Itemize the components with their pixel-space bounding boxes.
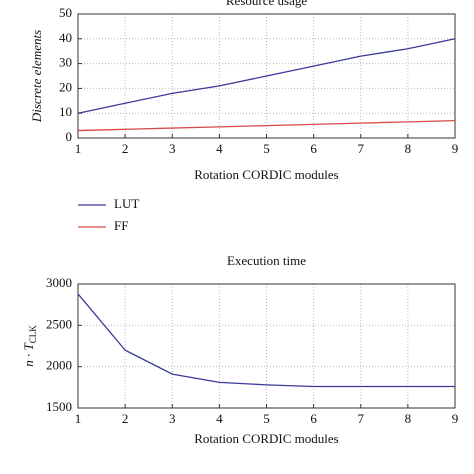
y-tick-label: 40 <box>59 30 72 45</box>
x-tick-label: 3 <box>169 141 176 156</box>
y-tick-label: 10 <box>59 104 72 119</box>
y-axis-label: Discrete elements <box>29 30 44 123</box>
x-tick-label: 6 <box>310 141 317 156</box>
data-line <box>77 38 456 114</box>
x-tick-label: 6 <box>310 411 317 426</box>
x-tick-label: 2 <box>122 411 129 426</box>
x-tick-label: 8 <box>405 411 412 426</box>
x-tick-label: 1 <box>75 411 82 426</box>
y-axis-label-main: Discrete elements <box>29 30 44 123</box>
x-tick-label: 2 <box>122 141 129 156</box>
x-tick-label: 7 <box>358 411 365 426</box>
x-tick-label: 4 <box>216 141 223 156</box>
y-axis-label-sub: CLK <box>28 325 38 344</box>
plot-frame <box>77 283 456 409</box>
x-axis-label: Rotation CORDIC modules <box>194 167 338 182</box>
legend-label: FF <box>114 218 128 233</box>
x-tick-label: 3 <box>169 411 176 426</box>
y-tick-label: 50 <box>59 5 72 20</box>
data-line <box>77 293 455 388</box>
y-tick-label: 0 <box>66 129 73 144</box>
y-tick-label: 3000 <box>46 275 72 290</box>
plot-frame <box>77 13 456 139</box>
y-tick-label: 2500 <box>46 316 72 331</box>
chart-title: Execution time <box>227 253 306 268</box>
chart-title: Resource usage <box>226 0 307 8</box>
data-line <box>77 119 456 132</box>
x-tick-label: 5 <box>263 411 270 426</box>
x-axis-label: Rotation CORDIC modules <box>194 431 338 446</box>
x-tick-label: 9 <box>452 141 459 156</box>
y-axis-label-main: n · T <box>21 342 36 366</box>
y-tick-label: 20 <box>59 79 72 94</box>
x-tick-label: 5 <box>263 141 270 156</box>
y-tick-label: 1500 <box>46 399 72 414</box>
y-tick-label: 2000 <box>46 358 72 373</box>
y-axis-label: n · TCLK <box>21 325 38 367</box>
x-tick-label: 8 <box>405 141 412 156</box>
x-tick-label: 7 <box>358 141 365 156</box>
x-tick-label: 1 <box>75 141 82 156</box>
y-tick-label: 30 <box>59 55 72 70</box>
x-tick-label: 4 <box>216 411 223 426</box>
x-tick-label: 9 <box>452 411 459 426</box>
legend-label: LUT <box>114 196 139 211</box>
